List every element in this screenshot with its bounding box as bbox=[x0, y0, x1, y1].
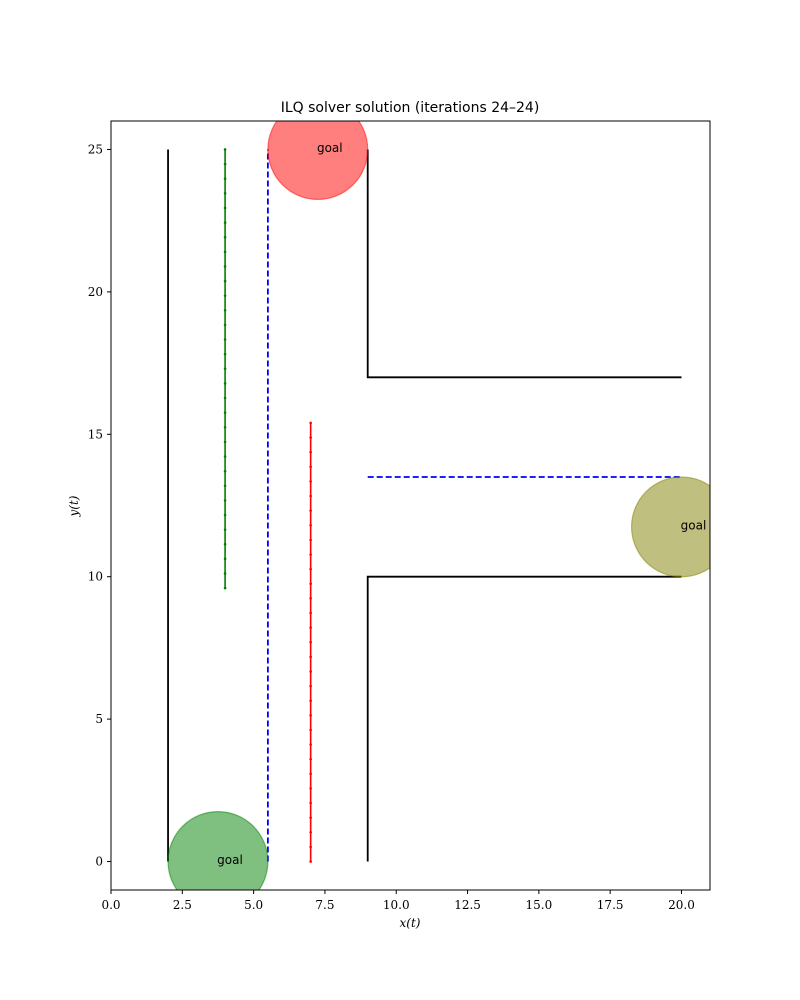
trajectory-1-point bbox=[223, 323, 227, 327]
trajectory-2-point bbox=[309, 787, 312, 790]
trajectory-2-point bbox=[309, 684, 312, 688]
trajectory-1-point bbox=[223, 250, 227, 254]
trajectory-2-point bbox=[309, 611, 312, 615]
trajectory-1-point bbox=[223, 425, 227, 429]
goal-label-3: goal bbox=[217, 853, 243, 867]
trajectory-1-point bbox=[223, 411, 227, 414]
x-tick-label: 20.0 bbox=[668, 898, 695, 912]
trajectory-1-point bbox=[223, 294, 227, 297]
trajectory-1-point bbox=[223, 338, 227, 341]
x-tick-label: 7.5 bbox=[315, 898, 334, 912]
trajectory-1-point bbox=[223, 309, 227, 312]
trajectory-1-point bbox=[223, 367, 227, 371]
y-axis: 0 5 10 15 20 25 bbox=[88, 142, 111, 869]
x-tick-label: 0.0 bbox=[101, 898, 120, 912]
trajectory-1-point bbox=[223, 235, 227, 239]
plot-frame bbox=[110, 120, 711, 891]
trajectory-2-point bbox=[309, 640, 312, 644]
wall-3 bbox=[366, 575, 682, 862]
trajectory-2-point bbox=[309, 757, 312, 761]
x-tick-label: 17.5 bbox=[597, 898, 624, 912]
trajectory-2-point bbox=[309, 436, 312, 439]
trajectory-2-point bbox=[309, 523, 312, 527]
trajectory-2-point bbox=[309, 553, 312, 556]
y-tick-label: 25 bbox=[88, 142, 103, 156]
trajectory-1-point bbox=[223, 352, 227, 356]
trajectory-2-point bbox=[309, 670, 312, 673]
x-axis: 0.0 2.5 5.0 7.5 10.0 12.5 15.0 17.5 20.0 bbox=[101, 890, 695, 912]
trajectory-1-point bbox=[223, 162, 227, 166]
trajectory-2-point bbox=[309, 743, 312, 746]
trajectory-2-point bbox=[309, 597, 312, 600]
trajectory-1-point bbox=[223, 528, 227, 531]
trajectory-1-point bbox=[223, 499, 227, 502]
trajectory-1-point bbox=[223, 455, 227, 458]
trajectory-2-point bbox=[309, 728, 312, 732]
trajectory-2-point bbox=[309, 509, 312, 512]
trajectory-2-point bbox=[309, 860, 312, 863]
trajectory-1-point bbox=[223, 440, 227, 444]
goal-region-3 bbox=[167, 811, 269, 890]
trajectory-2-point bbox=[309, 626, 312, 629]
y-tick-label: 15 bbox=[88, 427, 103, 441]
trajectory-2-point bbox=[309, 845, 312, 849]
trajectory-2-point bbox=[309, 699, 312, 702]
trajectory-1-point bbox=[223, 542, 227, 546]
trajectory-2-point bbox=[309, 772, 312, 776]
chart-title: ILQ solver solution (iterations 24–24) bbox=[281, 100, 540, 116]
trajectory-2-point bbox=[309, 538, 312, 542]
y-tick-label: 0 bbox=[95, 855, 103, 869]
trajectory-1-point bbox=[223, 148, 227, 151]
goal-region-2 bbox=[630, 476, 710, 578]
y-axis-label: y(t) bbox=[67, 495, 81, 517]
trajectory-2-point bbox=[309, 582, 312, 586]
y-tick-label: 5 bbox=[95, 712, 103, 726]
trajectory-1-point bbox=[223, 572, 227, 575]
y-tick-label: 10 bbox=[88, 570, 103, 584]
trajectory-1-point bbox=[223, 396, 227, 400]
x-tick-label: 2.5 bbox=[173, 898, 192, 912]
x-tick-label: 12.5 bbox=[454, 898, 481, 912]
trajectory-2-point bbox=[309, 421, 312, 425]
trajectory-1-point bbox=[223, 469, 227, 473]
x-tick-label: 5.0 bbox=[244, 898, 263, 912]
trajectory-2-point bbox=[309, 465, 312, 469]
trajectory-2-point bbox=[309, 801, 312, 805]
y-tick-label: 20 bbox=[88, 285, 103, 299]
trajectory-2-point bbox=[309, 655, 312, 659]
plot-area: goal goal goal bbox=[167, 121, 710, 890]
trajectory-1-point bbox=[223, 221, 227, 224]
trajectory-1-point bbox=[223, 484, 227, 488]
trajectory-1-point bbox=[223, 177, 227, 181]
x-tick-label: 10.0 bbox=[383, 898, 410, 912]
trajectory-1-point bbox=[223, 206, 227, 210]
wall-2 bbox=[366, 149, 682, 379]
x-tick-label: 15.0 bbox=[525, 898, 552, 912]
trajectory-2-point bbox=[309, 816, 312, 819]
trajectory-1-point bbox=[223, 265, 227, 268]
goal-region-1 bbox=[267, 121, 369, 200]
trajectory-1-point bbox=[223, 279, 227, 283]
trajectory-1-point bbox=[223, 192, 227, 195]
x-axis-label: x(t) bbox=[400, 916, 421, 930]
trajectory-2-point bbox=[309, 480, 312, 483]
trajectory-2-point bbox=[309, 567, 312, 571]
trajectory-2-point bbox=[309, 494, 312, 498]
goal-label-2: goal bbox=[681, 518, 707, 532]
trajectory-1-point bbox=[223, 382, 227, 385]
trajectory-2-point bbox=[309, 450, 312, 454]
trajectory-2-point bbox=[309, 714, 312, 717]
trajectory-2-point bbox=[309, 830, 312, 834]
goal-label-1: goal bbox=[317, 141, 343, 155]
trajectory-1-point bbox=[223, 513, 227, 517]
trajectory-1-point bbox=[223, 586, 227, 590]
trajectory-1-point bbox=[223, 557, 227, 561]
